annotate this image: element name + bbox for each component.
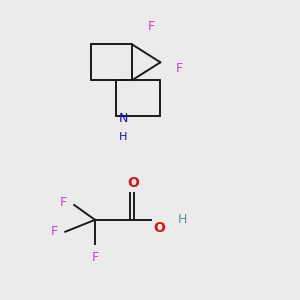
Text: O: O: [128, 176, 140, 190]
Text: F: F: [60, 196, 67, 208]
Text: F: F: [148, 20, 155, 33]
Text: H: H: [178, 213, 188, 226]
Text: N: N: [118, 112, 128, 125]
Text: F: F: [175, 62, 182, 75]
Text: F: F: [92, 251, 99, 264]
Text: F: F: [51, 225, 58, 238]
Text: H: H: [119, 132, 128, 142]
Text: O: O: [153, 221, 165, 235]
